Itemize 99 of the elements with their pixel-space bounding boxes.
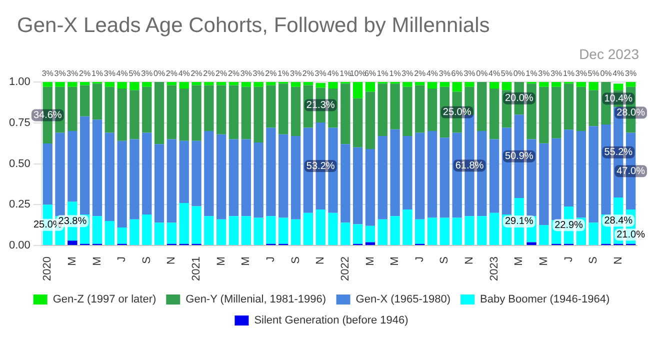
data-label: 10% [350, 69, 366, 78]
data-label: 3% [402, 69, 414, 78]
x-tick-label: M [66, 256, 78, 266]
x-tick-label: 2021 [190, 256, 203, 282]
x-tick-label: M [538, 256, 550, 266]
data-label: 5% [588, 69, 600, 78]
chart-title: Gen-X Leads Age Cohorts, Followed by Millennials [17, 14, 490, 38]
legend-label: Gen-X (1965-1980) [356, 294, 451, 306]
data-label: 5% [128, 69, 140, 78]
data-label: 1% [278, 69, 290, 78]
data-label: 1% [526, 69, 538, 78]
x-tick-label: N [166, 256, 178, 264]
x-tick-label: N [612, 256, 624, 264]
x-tick-label: M [215, 256, 228, 266]
data-label: 53.2% [306, 160, 335, 172]
x-tick-label: J [562, 256, 575, 262]
y-tick-label: 0.75 [8, 116, 30, 129]
data-label: 22.9% [554, 220, 584, 231]
data-label: 3% [54, 69, 66, 78]
data-label: 0% [476, 69, 488, 78]
data-label: 21.0% [616, 229, 646, 240]
data-label: 3% [240, 69, 252, 78]
x-tick-label: J [264, 256, 277, 262]
data-label: 61.8% [455, 160, 484, 172]
data-label: 10.4% [604, 93, 633, 104]
data-label: 6% [364, 69, 376, 78]
data-label: 55.2% [604, 147, 633, 158]
x-tick-label: J [116, 256, 128, 262]
data-label: 2% [302, 69, 314, 78]
x-tick-label: 2023 [488, 256, 500, 282]
x-tick-label: M [364, 256, 376, 266]
data-label: 3% [104, 69, 116, 78]
data-label: 4% [426, 69, 438, 78]
data-label: 4% [178, 69, 190, 78]
data-label: 2% [166, 69, 178, 78]
data-label: 2% [79, 69, 91, 78]
data-label: 1% [376, 69, 388, 78]
data-label: 4% [327, 69, 339, 78]
data-label: 0% [600, 69, 612, 78]
data-label: 3% [538, 69, 550, 78]
data-label: 28.4% [604, 215, 633, 226]
data-label: 3% [141, 69, 153, 78]
data-label: 3% [314, 69, 326, 78]
x-tick-label: M [240, 256, 252, 266]
data-label: 3% [438, 69, 450, 78]
data-label: 3% [66, 69, 78, 78]
data-label: 0% [513, 69, 525, 78]
data-label: 2% [265, 69, 277, 78]
legend-label: Gen-Y (Millenial, 1981-1996) [186, 294, 326, 306]
data-label: 4% [612, 69, 624, 78]
data-label: 0% [154, 69, 166, 78]
data-label: 50.9% [504, 151, 534, 162]
data-label: 2% [414, 69, 426, 78]
data-label: 3% [575, 69, 587, 78]
legend-label: Gen-Z (1997 or later) [52, 294, 156, 306]
y-tick-label: 0.25 [8, 198, 30, 211]
data-label: 2% [228, 69, 240, 78]
data-label: 47.0% [616, 166, 646, 177]
data-label: 20.0% [504, 93, 534, 104]
data-label: 3% [252, 69, 264, 78]
data-label: 34.6% [33, 110, 62, 121]
data-label: 3% [464, 69, 476, 78]
data-label: 5% [500, 69, 512, 78]
y-tick-label: 0.00 [8, 240, 30, 252]
data-label: 3% [550, 69, 562, 78]
data-label: 1% [340, 69, 352, 78]
data-label: 1% [91, 69, 104, 78]
x-tick-label: S [438, 256, 451, 264]
x-tick-label: S [290, 256, 302, 264]
legend-label: Baby Boomer (1946-1964) [480, 294, 610, 306]
x-tick-label: M [91, 256, 104, 266]
x-tick-label: N [464, 256, 476, 264]
data-label: 6% [451, 69, 463, 78]
data-label: 21.3% [306, 100, 335, 111]
y-tick-label: 0.50 [8, 158, 30, 170]
x-tick-label: J [414, 256, 426, 262]
x-tick-label: S [588, 256, 600, 264]
data-label: 2% [190, 69, 202, 78]
data-label: 28.0% [616, 107, 646, 118]
data-label: 2% [203, 69, 215, 78]
data-label: 4% [116, 69, 128, 78]
data-label: 2% [216, 69, 228, 78]
legend-label: Silent Generation (before 1946) [254, 314, 408, 327]
x-tick-label: M [513, 256, 526, 266]
data-label: 3% [290, 69, 302, 78]
data-label: 25.0% [442, 107, 472, 118]
data-label: 1% [562, 69, 575, 78]
x-tick-label: 2020 [42, 256, 54, 282]
x-tick-label: 2022 [339, 256, 352, 282]
x-tick-label: N [314, 256, 327, 264]
data-label: 3% [625, 69, 637, 78]
x-tick-label: M [389, 256, 402, 266]
data-label: 1% [389, 69, 401, 78]
text: Dec 2023 [579, 46, 639, 62]
x-tick-label: S [140, 256, 153, 264]
y-tick-label: 1.00 [8, 76, 30, 88]
data-label: 3% [42, 69, 54, 78]
data-label: 29.1% [504, 216, 534, 228]
data-label: 4% [488, 69, 500, 78]
